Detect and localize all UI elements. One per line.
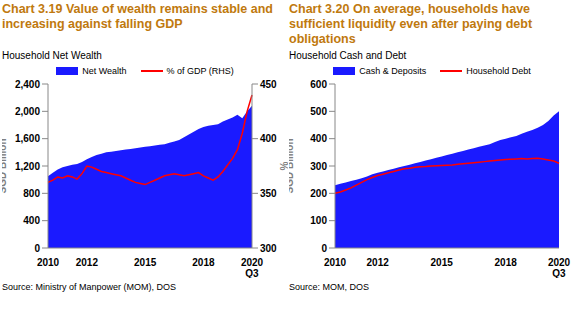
html-text:% of GDP (RHS): % of GDP (RHS): [166, 66, 234, 76]
svg-text:100: 100: [310, 215, 327, 226]
html-text:Chart 3.19 Value of wealth rem: Chart 3.19 Value of wealth remains stabl…: [2, 2, 273, 31]
svg-text:2012: 2012: [367, 257, 390, 268]
svg-text:2015: 2015: [431, 257, 454, 268]
svg-text:2,400: 2,400: [15, 79, 40, 90]
svg-text:2020Q3: 2020Q3: [241, 257, 264, 278]
html-text:Source: MOM, DOS: Source: MOM, DOS: [289, 282, 369, 292]
html-text:Chart 3.20 On average, househo: Chart 3.20 On average, households have s…: [289, 2, 533, 46]
svg-text:2012: 2012: [76, 257, 99, 268]
svg-text:300: 300: [310, 161, 327, 172]
svg-text:300: 300: [260, 243, 277, 254]
svg-text:2010: 2010: [37, 257, 60, 268]
svg-text:0: 0: [34, 243, 40, 254]
svg-text:1,600: 1,600: [15, 133, 40, 144]
svg-text:2,000: 2,000: [15, 106, 40, 117]
svg-text:600: 600: [310, 79, 327, 90]
html-text:Cash & Deposits: Cash & Deposits: [359, 66, 427, 76]
svg-text:200: 200: [310, 188, 327, 199]
svg-text:2018: 2018: [495, 257, 518, 268]
svg-text:800: 800: [23, 188, 40, 199]
html-text:Household Debt: Household Debt: [466, 66, 531, 76]
svg-text:500: 500: [310, 106, 327, 117]
svg-text:2020Q3: 2020Q3: [548, 257, 569, 278]
svg-text:400: 400: [260, 133, 277, 144]
html-text:Net Wealth: Net Wealth: [82, 66, 127, 76]
svg-text:400: 400: [310, 133, 327, 144]
svg-text:400: 400: [23, 215, 40, 226]
svg-text:1,200: 1,200: [15, 161, 40, 172]
html-text:Household Net Wealth: Household Net Wealth: [2, 50, 102, 61]
svg-text:350: 350: [260, 188, 277, 199]
svg-text:2018: 2018: [192, 257, 215, 268]
svg-text:2010: 2010: [324, 257, 347, 268]
svg-text:SGD Billion: SGD Billion: [289, 139, 295, 194]
svg-text:0: 0: [321, 243, 327, 254]
svg-text:2015: 2015: [134, 257, 157, 268]
svg-text:%: %: [279, 161, 288, 170]
svg-text:450: 450: [260, 79, 277, 90]
html-text:Source: Ministry of Manpower (: Source: Ministry of Manpower (MOM), DOS: [2, 282, 176, 292]
html-text:Household Cash and Debt: Household Cash and Debt: [289, 50, 407, 61]
